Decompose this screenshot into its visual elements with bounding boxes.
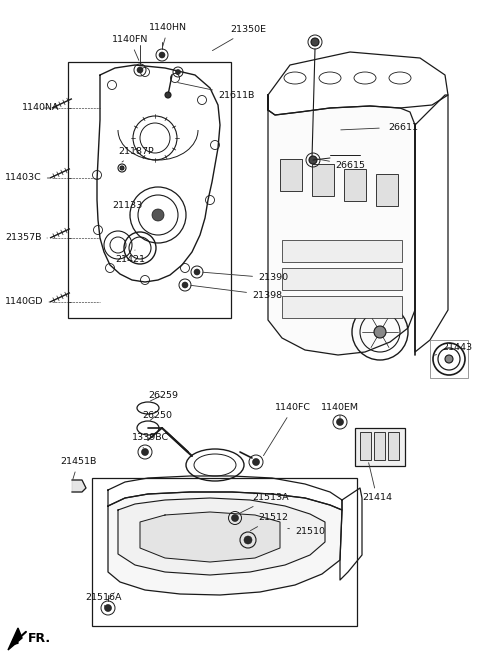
Polygon shape xyxy=(118,498,325,575)
Text: 21390: 21390 xyxy=(203,273,288,282)
Circle shape xyxy=(374,326,386,338)
Circle shape xyxy=(309,156,317,164)
Text: 1140HN: 1140HN xyxy=(149,23,187,46)
Bar xyxy=(355,428,405,466)
Circle shape xyxy=(105,604,111,612)
Text: 26259: 26259 xyxy=(148,391,178,401)
Text: 11403C: 11403C xyxy=(5,173,50,183)
Bar xyxy=(388,432,399,460)
Polygon shape xyxy=(140,512,280,562)
Circle shape xyxy=(194,269,200,275)
Bar xyxy=(282,268,402,290)
Text: 1140NA: 1140NA xyxy=(22,104,60,113)
Text: 21516A: 21516A xyxy=(85,593,121,607)
Text: 1339BC: 1339BC xyxy=(132,434,169,448)
Circle shape xyxy=(120,166,124,170)
Circle shape xyxy=(336,419,344,426)
Text: 21350E: 21350E xyxy=(213,25,266,51)
Text: 21611B: 21611B xyxy=(178,83,254,100)
Bar xyxy=(92,478,357,626)
Text: 21510: 21510 xyxy=(288,527,325,537)
Bar xyxy=(312,164,334,196)
Bar xyxy=(68,62,231,318)
Text: 21187P: 21187P xyxy=(118,147,154,162)
Circle shape xyxy=(152,209,164,221)
Circle shape xyxy=(137,67,143,73)
Text: 21414: 21414 xyxy=(362,463,392,503)
Text: 21398: 21398 xyxy=(191,286,282,299)
Circle shape xyxy=(142,449,148,456)
Circle shape xyxy=(311,38,319,46)
Text: 21513A: 21513A xyxy=(240,494,288,512)
Text: 26250: 26250 xyxy=(142,411,172,421)
Text: 26611: 26611 xyxy=(388,123,418,132)
Circle shape xyxy=(252,458,260,466)
Polygon shape xyxy=(268,95,415,355)
Bar xyxy=(374,432,385,460)
Circle shape xyxy=(182,282,188,288)
Circle shape xyxy=(231,514,239,522)
Text: 21443: 21443 xyxy=(435,344,472,355)
Bar xyxy=(360,432,371,460)
Circle shape xyxy=(176,70,180,74)
Text: 1140GD: 1140GD xyxy=(5,297,50,306)
Polygon shape xyxy=(108,492,342,595)
Circle shape xyxy=(244,536,252,544)
Text: FR.: FR. xyxy=(28,632,51,644)
Bar xyxy=(282,240,402,262)
Circle shape xyxy=(165,92,171,98)
Circle shape xyxy=(159,52,165,58)
Text: 1140FC: 1140FC xyxy=(264,404,311,456)
Text: 1140FN: 1140FN xyxy=(112,35,148,61)
Bar xyxy=(376,174,398,206)
Polygon shape xyxy=(72,480,86,492)
Bar xyxy=(280,159,302,191)
Polygon shape xyxy=(8,628,22,650)
Text: 26615: 26615 xyxy=(315,158,365,170)
FancyArrowPatch shape xyxy=(12,632,26,645)
Bar xyxy=(430,340,468,378)
Text: 1140EM: 1140EM xyxy=(321,404,359,418)
Text: 21421: 21421 xyxy=(115,250,145,265)
Bar xyxy=(282,296,402,318)
Text: 21357B: 21357B xyxy=(5,233,47,243)
Text: 21512: 21512 xyxy=(251,514,288,531)
Bar xyxy=(344,169,366,201)
Text: 21133: 21133 xyxy=(112,201,142,215)
Circle shape xyxy=(445,355,453,363)
Text: 21451B: 21451B xyxy=(60,458,96,479)
